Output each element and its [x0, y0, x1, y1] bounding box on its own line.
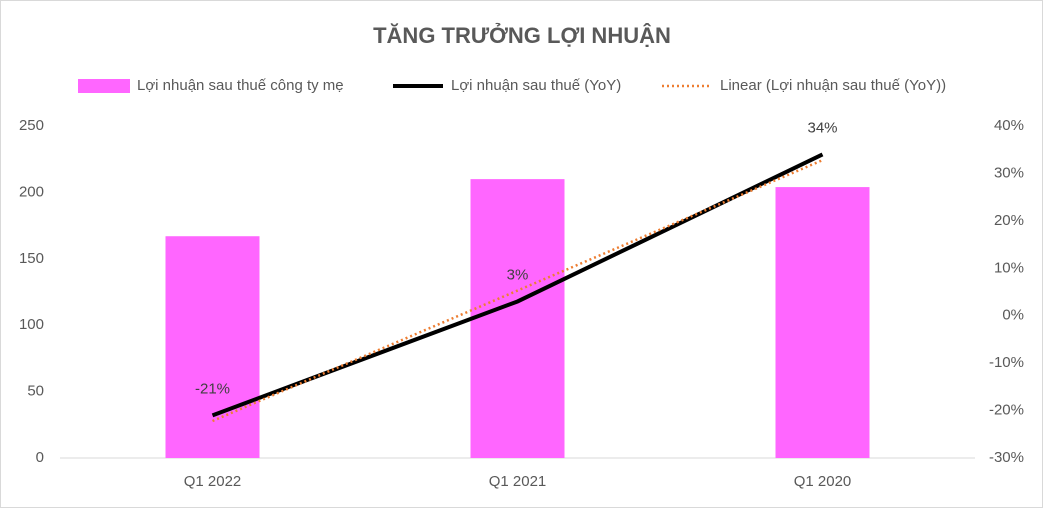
- bar: [470, 179, 565, 458]
- y-tick-label: 50: [27, 383, 44, 400]
- y-tick-label: 0: [36, 449, 44, 466]
- y2-tick-label: 30%: [994, 164, 1024, 181]
- x-tick-label: Q1 2020: [794, 473, 852, 490]
- x-tick-label: Q1 2022: [184, 473, 242, 490]
- legend-label: Lợi nhuận sau thuế (YoY): [451, 77, 621, 94]
- y2-tick-label: 20%: [994, 212, 1024, 229]
- data-label: 3%: [507, 266, 529, 283]
- chart-title: TĂNG TRƯỞNG LỢI NHUẬN: [373, 23, 671, 48]
- y2-tick-label: -20%: [989, 402, 1024, 419]
- bar: [165, 236, 260, 458]
- y2-tick-label: 10%: [994, 259, 1024, 276]
- x-tick-label: Q1 2021: [489, 473, 547, 490]
- y2-tick-label: 0%: [1002, 307, 1024, 324]
- y2-tick-label: -30%: [989, 449, 1024, 466]
- bar: [775, 187, 870, 458]
- y2-tick-label: 40%: [994, 117, 1024, 134]
- y-tick-label: 150: [19, 250, 44, 267]
- y-tick-label: 100: [19, 316, 44, 333]
- y-tick-label: 200: [19, 183, 44, 200]
- y-tick-label: 250: [19, 117, 44, 134]
- legend-label: Linear (Lợi nhuận sau thuế (YoY)): [720, 77, 946, 94]
- data-label: -21%: [195, 380, 230, 397]
- y2-tick-label: -10%: [989, 354, 1024, 371]
- trendline: [212, 158, 823, 423]
- data-label: 34%: [807, 119, 837, 136]
- legend-swatch: [78, 79, 130, 93]
- legend-label: Lợi nhuận sau thuế công ty mẹ: [137, 77, 344, 94]
